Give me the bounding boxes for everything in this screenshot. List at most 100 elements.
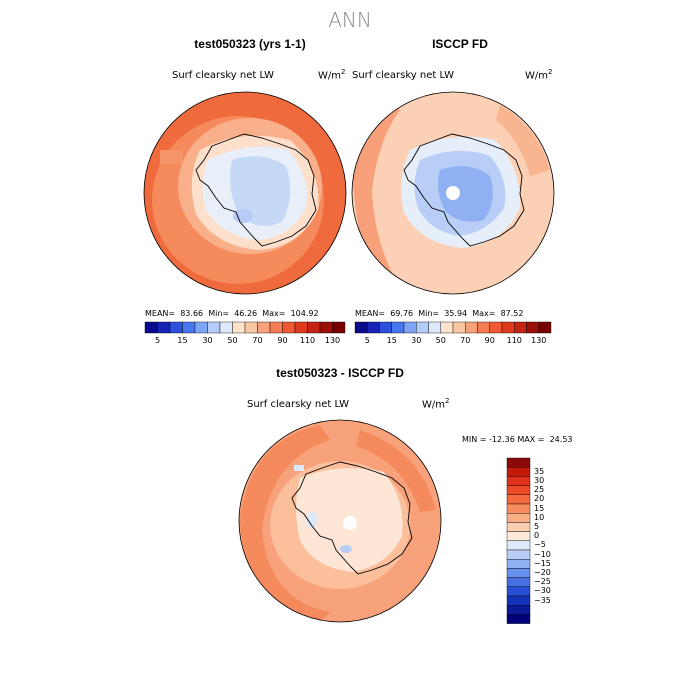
colorbar-1-tick-label: 110: [299, 336, 316, 345]
colorbar-diff-swatch: [506, 559, 531, 569]
colorbar-diff-tick-label: −30: [534, 586, 551, 596]
panel-2-units: W/m2: [525, 68, 553, 82]
colorbar-2-swatch: [477, 321, 490, 334]
colorbar-1-swatch: [257, 321, 271, 334]
panel-1-stats: MEAN= 83.66 Min= 46.26 Max= 104.92: [145, 309, 319, 318]
colorbar-diff-swatch: [506, 476, 531, 486]
colorbar-1-swatch: [207, 321, 221, 334]
colorbar-2-tick-label: 70: [460, 336, 471, 345]
colorbar-1-swatch: [232, 321, 246, 334]
colorbar-diff-swatch: [506, 467, 531, 477]
colorbar-2-swatch: [489, 321, 503, 334]
colorbar-diff-tick-label: −35: [534, 595, 551, 605]
colorbar-2-swatch: [440, 321, 454, 334]
panel-2-stats: MEAN= 69.76 Min= 35.94 Max= 87.52: [355, 309, 524, 318]
panel-1-variable: Surf clearsky net LW: [172, 70, 275, 81]
colorbar-diff-tick-label: 5: [534, 522, 540, 531]
colorbar-diff-tick-label: 15: [534, 503, 545, 513]
diff-stats: MIN = -12.36 MAX = 24.53: [462, 435, 573, 444]
colorbar-1-swatch: [169, 321, 183, 334]
colorbar-1: [144, 321, 346, 334]
colorbar-diff-tick-label: 25: [534, 485, 545, 495]
colorbar-2-swatch: [501, 321, 515, 334]
map-3-antarctica-coast: [291, 461, 413, 575]
colorbar-diff-tick-label: −25: [534, 577, 551, 587]
colorbar-diff-tick-label: 35: [534, 466, 545, 476]
colorbar-1-swatch: [219, 321, 233, 334]
colorbar-diff-tick-label: −20: [534, 568, 551, 577]
colorbar-2-swatch: [514, 321, 527, 334]
map-2-antarctica-coast: [403, 133, 525, 247]
colorbar-diff-tick-label: 0: [534, 531, 540, 541]
colorbar-2-tick-label: 30: [411, 336, 422, 345]
colorbar-diff-swatch: [506, 531, 531, 541]
colorbar-diff-swatch: [506, 540, 531, 551]
map-1: [144, 92, 346, 294]
colorbar-1-tick-label: 5: [154, 336, 161, 345]
map-3-border: [238, 419, 442, 623]
colorbar-1-tick-label: 90: [277, 336, 288, 345]
colorbar-1-swatch: [294, 321, 308, 334]
colorbar-diff-swatch: [506, 503, 531, 514]
colorbar-2-swatch: [538, 321, 552, 334]
colorbar-diff-tick-label: −10: [534, 549, 551, 559]
colorbar-diff-swatch: [506, 614, 531, 624]
colorbar-diff-swatch: [506, 485, 531, 496]
colorbar-1-swatch: [332, 321, 346, 334]
colorbar-diff-swatch: [506, 549, 531, 560]
panel-2-variable: Surf clearsky net LW: [352, 70, 455, 81]
colorbar-2-tick-label: 15: [386, 336, 397, 345]
colorbar-diff-swatch: [506, 568, 531, 578]
colorbar-2-swatch: [391, 321, 405, 334]
panel-2-title: ISCCP FD: [432, 37, 488, 51]
colorbar-diff-swatch: [506, 595, 531, 606]
colorbar-1-swatch: [194, 321, 208, 334]
colorbar-1-tick-label: 50: [227, 336, 238, 345]
colorbar-2-swatch: [465, 321, 478, 334]
colorbar-2-swatch: [452, 321, 466, 334]
colorbar-1-swatch: [157, 321, 171, 334]
map-1-border: [143, 91, 347, 295]
colorbar-diff-swatch: [506, 605, 531, 615]
colorbar-diff-swatch: [506, 586, 531, 597]
panel-1-units: W/m2: [318, 68, 346, 82]
colorbar-2-swatch: [428, 321, 441, 334]
colorbar-2-tick-label: 90: [484, 336, 495, 345]
colorbar-diff-swatch: [506, 494, 531, 505]
colorbar-diff-swatch: [506, 513, 531, 523]
colorbar-2-swatch: [526, 321, 539, 334]
diff-variable: Surf clearsky net LW: [247, 399, 350, 410]
colorbar-diff-tick-label: 20: [534, 494, 545, 504]
colorbar-2-swatch: [354, 321, 368, 334]
colorbar-1-tick-label: 70: [252, 336, 263, 345]
colorbar-diff: [506, 457, 531, 624]
colorbar-diff-tick-label: −5: [534, 540, 546, 550]
colorbar-1-tick-label: 30: [202, 336, 213, 345]
colorbar-1-swatch: [144, 321, 158, 334]
colorbar-diff-tick-label: −15: [534, 558, 551, 568]
colorbar-1-swatch: [269, 321, 283, 334]
colorbar-2-tick-label: 130: [531, 336, 547, 345]
colorbar-2-tick-label: 50: [435, 336, 446, 345]
colorbar-1-tick-label: 15: [177, 336, 188, 345]
colorbar-diff-tick-label: 30: [534, 476, 545, 485]
colorbar-2-swatch: [379, 321, 392, 334]
panel-1-title: test050323 (yrs 1-1): [194, 37, 306, 51]
colorbar-diff-swatch: [506, 457, 531, 468]
figure-title: ANN: [328, 8, 372, 32]
colorbar-diff-tick-label: 10: [534, 512, 545, 522]
colorbar-2-swatch: [367, 321, 380, 334]
colorbar-1-swatch: [282, 321, 296, 334]
colorbar-1-swatch: [244, 321, 258, 334]
map-2-border: [351, 91, 555, 295]
colorbar-2-tick-label: 110: [506, 336, 522, 345]
map-2: [352, 92, 554, 294]
colorbar-1-swatch: [319, 321, 333, 334]
colorbar-2-tick-label: 5: [364, 336, 370, 345]
map-1-antarctica-coast: [195, 133, 317, 247]
colorbar-2-swatch: [403, 321, 417, 334]
colorbar-2-swatch: [416, 321, 429, 334]
diff-units: W/m2: [422, 397, 450, 411]
colorbar-2: [354, 321, 552, 334]
